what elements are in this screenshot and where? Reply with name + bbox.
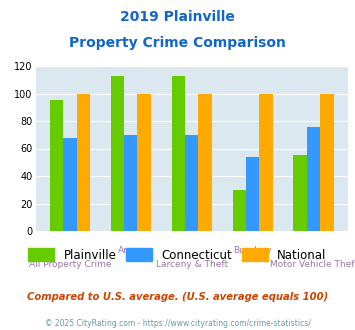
Text: Arson: Arson [118,246,144,255]
Bar [124,135,137,231]
Bar [198,93,212,231]
Bar [63,138,77,231]
Text: All Property Crime: All Property Crime [28,260,111,269]
Text: 2019 Plainville: 2019 Plainville [120,10,235,24]
Bar [260,93,273,231]
Bar [171,76,185,231]
Bar [77,93,90,231]
Bar [307,126,320,231]
Text: Burglary: Burglary [233,246,272,255]
Bar [246,157,260,231]
Legend: Plainville, Connecticut, National: Plainville, Connecticut, National [24,244,331,266]
Text: © 2025 CityRating.com - https://www.cityrating.com/crime-statistics/: © 2025 CityRating.com - https://www.city… [45,319,310,328]
Bar [111,76,124,231]
Text: Property Crime Comparison: Property Crime Comparison [69,36,286,50]
Bar [320,93,334,231]
Bar [50,100,63,231]
Text: Larceny & Theft: Larceny & Theft [155,260,228,269]
Bar [294,155,307,231]
Bar [137,93,151,231]
Bar [185,135,198,231]
Bar [233,190,246,231]
Text: Compared to U.S. average. (U.S. average equals 100): Compared to U.S. average. (U.S. average … [27,292,328,302]
Text: Motor Vehicle Theft: Motor Vehicle Theft [269,260,355,269]
